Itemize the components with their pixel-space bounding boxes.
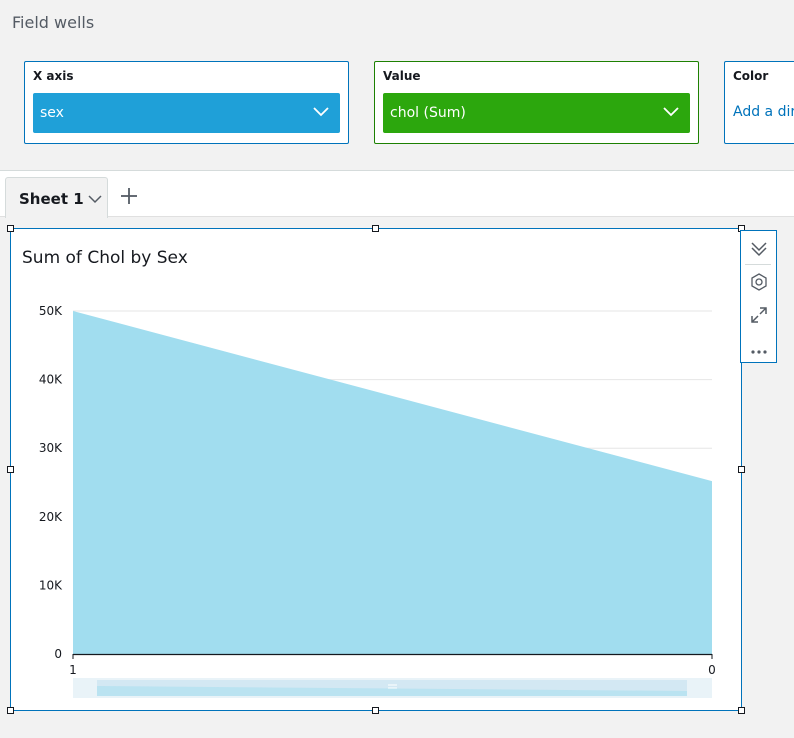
color-label: Color bbox=[733, 69, 769, 83]
visual-toolbar bbox=[740, 230, 777, 363]
value-field-pill[interactable]: chol (Sum) bbox=[383, 93, 690, 133]
sheet-tab-label: Sheet 1 bbox=[19, 190, 84, 208]
value-label: Value bbox=[383, 69, 421, 83]
resize-handle[interactable] bbox=[7, 707, 14, 714]
y-tick-label: 30K bbox=[39, 441, 63, 455]
y-tick-label: 20K bbox=[39, 510, 63, 524]
x-axis-field-value: sex bbox=[40, 105, 64, 121]
plus-icon[interactable] bbox=[119, 186, 139, 206]
color-well: Color Add a dir bbox=[724, 61, 794, 144]
x-axis-field-pill[interactable]: sex bbox=[33, 93, 340, 133]
chevron-down-icon[interactable] bbox=[663, 107, 679, 117]
y-tick-label: 40K bbox=[39, 373, 63, 387]
y-tick-label: 10K bbox=[39, 578, 63, 592]
area-series[interactable] bbox=[73, 311, 712, 654]
more-options-button[interactable] bbox=[741, 331, 775, 364]
gear-icon bbox=[751, 273, 767, 291]
visual-title: Sum of Chol by Sex bbox=[22, 248, 188, 268]
resize-handle[interactable] bbox=[738, 466, 745, 473]
tab-sheet-1[interactable]: Sheet 1 bbox=[5, 177, 108, 218]
resize-handle[interactable] bbox=[7, 225, 14, 232]
collapse-button[interactable] bbox=[741, 231, 775, 264]
expand-button[interactable] bbox=[741, 298, 775, 331]
collapse-icon bbox=[751, 242, 767, 257]
x-tick-label: 0 bbox=[708, 663, 716, 677]
y-tick-label: 50K bbox=[39, 304, 63, 318]
chevron-down-icon[interactable] bbox=[313, 107, 329, 117]
x-tick-label: 1 bbox=[69, 663, 77, 677]
sheet-tab-bar: Sheet 1 bbox=[0, 170, 794, 218]
x-axis-well: X axis sex bbox=[24, 61, 349, 144]
chevron-down-icon[interactable] bbox=[88, 195, 102, 204]
y-tick-label: 0 bbox=[54, 647, 62, 661]
expand-icon bbox=[751, 307, 767, 323]
resize-handle[interactable] bbox=[7, 466, 14, 473]
settings-button[interactable] bbox=[741, 265, 775, 298]
field-wells-title: Field wells bbox=[12, 13, 95, 32]
resize-handle[interactable] bbox=[738, 707, 745, 714]
x-axis-label: X axis bbox=[33, 69, 74, 83]
more-icon bbox=[751, 350, 767, 354]
value-well: Value chol (Sum) bbox=[374, 61, 699, 144]
scrollbar-preview bbox=[97, 686, 687, 696]
value-field-value: chol (Sum) bbox=[390, 105, 466, 121]
resize-handle[interactable] bbox=[372, 707, 379, 714]
resize-handle[interactable] bbox=[372, 225, 379, 232]
add-dimension-link[interactable]: Add a dir bbox=[733, 104, 794, 120]
